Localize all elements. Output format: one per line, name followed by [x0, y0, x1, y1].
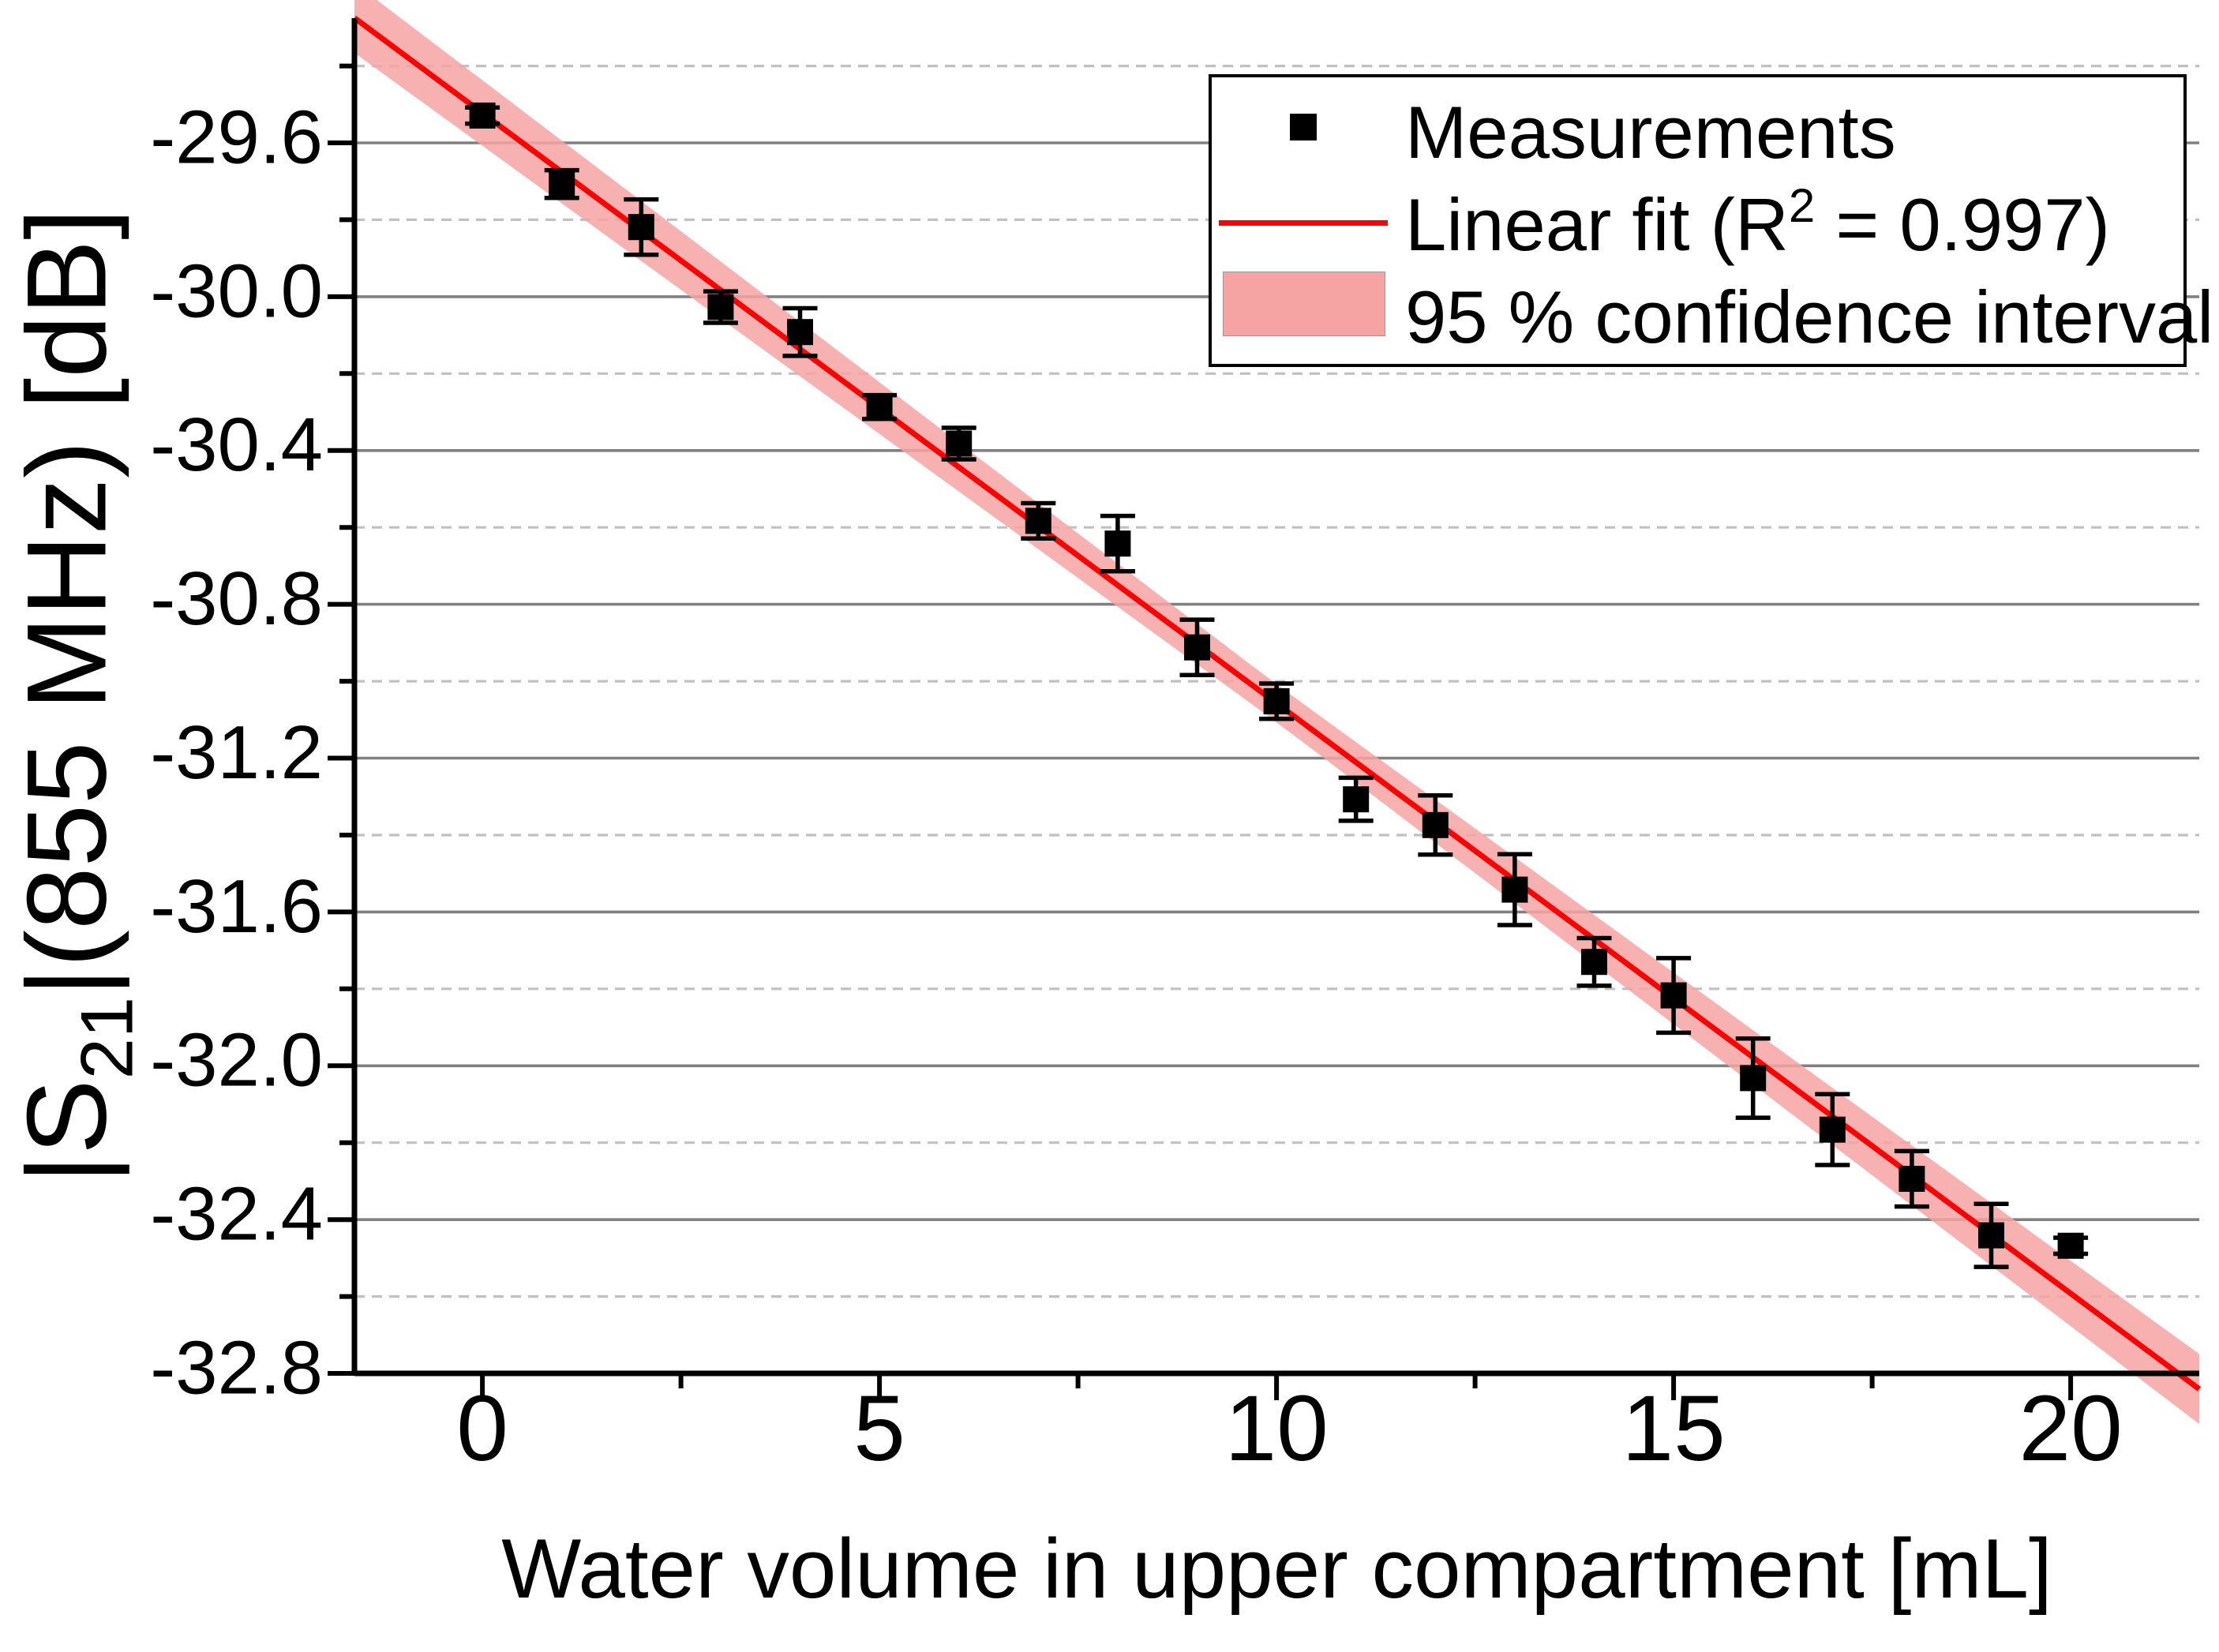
svg-text:0: 0: [456, 1377, 508, 1481]
svg-text:20: 20: [2018, 1377, 2122, 1481]
svg-text:-31.2: -31.2: [150, 710, 323, 795]
svg-text:-32.0: -32.0: [150, 1018, 323, 1103]
svg-text:15: 15: [1621, 1377, 1725, 1481]
svg-text:-31.6: -31.6: [150, 864, 323, 949]
svg-text:-32.4: -32.4: [150, 1172, 323, 1257]
svg-text:5: 5: [853, 1377, 905, 1481]
svg-text:10: 10: [1224, 1377, 1328, 1481]
svg-text:-29.6: -29.6: [150, 95, 323, 179]
svg-text:-30.4: -30.4: [150, 403, 323, 487]
svg-text:-30.0: -30.0: [150, 249, 323, 333]
svg-text:-30.8: -30.8: [150, 556, 323, 641]
svg-text:-32.8: -32.8: [150, 1325, 323, 1410]
